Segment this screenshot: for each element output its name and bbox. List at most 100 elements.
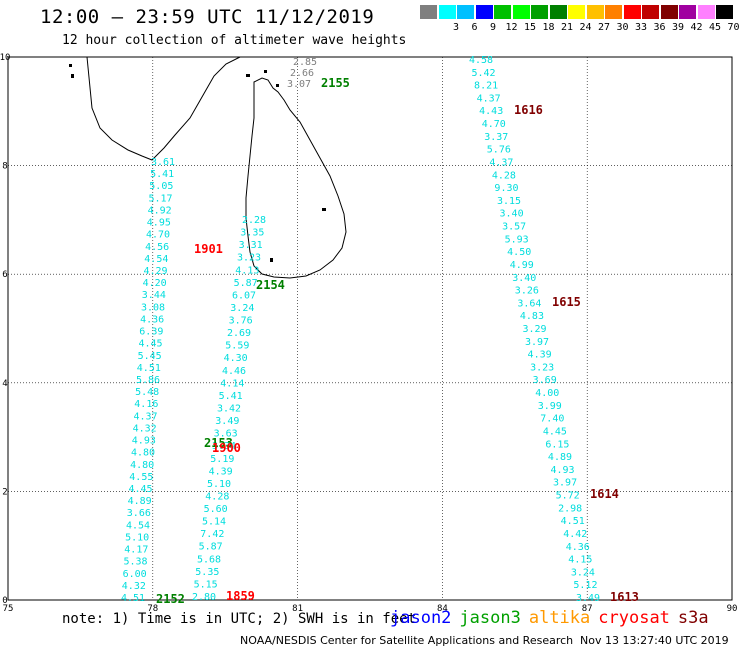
- mid-track-value: 3.35: [240, 228, 264, 239]
- mid-track-value: 4.39: [209, 466, 233, 477]
- west-track-value: 4.51: [121, 593, 145, 604]
- east-track-value: 4.37: [477, 93, 501, 104]
- east-track-value: 5.12: [573, 580, 597, 591]
- mid-track-value: 3.76: [229, 316, 253, 327]
- east-track-value: 4.28: [492, 170, 516, 181]
- y-tick-label: 2: [2, 487, 7, 497]
- east-track-value: 3.29: [522, 324, 546, 335]
- mid-track-value: 3.63: [214, 429, 238, 440]
- east-track-value: 4.89: [548, 452, 572, 463]
- east-track-value: 3.64: [517, 298, 541, 309]
- pass-time-label: 1901: [194, 242, 223, 256]
- mid-track-value: 5.60: [204, 504, 228, 515]
- mid-track-value: 2.28: [242, 215, 266, 226]
- east-track-value: 7.40: [540, 414, 564, 425]
- legend-swatch: [420, 5, 437, 19]
- west-track-value: 4.54: [126, 520, 150, 531]
- mid-track-value: 5.41: [219, 391, 243, 402]
- east-track-value: 3.97: [553, 478, 577, 489]
- west-track-value: 4.32: [122, 581, 146, 592]
- mid-track-value: 5.10: [207, 479, 231, 490]
- west-track-value: 5.05: [149, 181, 173, 192]
- north-track-value: 2.66: [290, 68, 314, 79]
- west-track-value: 4.16: [134, 399, 158, 410]
- west-track-value: 5.48: [135, 387, 159, 398]
- y-tick-label: 4: [2, 379, 7, 389]
- footer-note: note: 1) Time is in UTC; 2) SWH is in fe…: [62, 611, 417, 627]
- pass-time-label: 1859: [226, 589, 255, 603]
- east-track-value: 3.24: [571, 567, 595, 578]
- mid-track-value: 5.87: [234, 278, 258, 289]
- legend-swatch: [494, 5, 511, 19]
- mid-track-value: 4.46: [222, 366, 246, 377]
- mid-track-value: 3.31: [239, 240, 263, 251]
- map-frame: [7, 56, 733, 601]
- east-track-value: 4.36: [566, 542, 590, 553]
- west-track-value: 4.70: [146, 230, 170, 241]
- east-track-value: 5.93: [505, 234, 529, 245]
- x-tick-label: 75: [3, 604, 14, 614]
- east-track-value: 4.70: [482, 119, 506, 130]
- legend-label: 45: [708, 22, 722, 33]
- legend-label: 3: [452, 22, 460, 33]
- footer-credit: NOAA/NESDIS Center for Satellite Applica…: [240, 634, 574, 647]
- legend-label: 12: [505, 22, 518, 33]
- pass-time-label: 1900: [212, 441, 241, 455]
- west-track-value: 4.92: [148, 205, 172, 216]
- satellite-name: cryosat: [598, 608, 670, 628]
- y-tick-label: 8: [2, 162, 7, 172]
- pass-time-label: 2154: [256, 278, 285, 292]
- mid-track-value: 4.13: [235, 265, 259, 276]
- north-track-value: 3.07: [287, 79, 311, 90]
- west-track-value: 4.95: [147, 218, 171, 229]
- mid-track-value: 7.42: [200, 529, 224, 540]
- west-track-value: 4.17: [124, 545, 148, 556]
- legend-label: 33: [634, 22, 648, 33]
- mid-track-value: 5.68: [197, 554, 221, 565]
- west-track-value: 6.00: [123, 569, 147, 580]
- east-track-value: 4.43: [479, 106, 503, 117]
- mid-track-value: 4.14: [220, 378, 244, 389]
- east-track-value: 4.99: [510, 260, 534, 271]
- west-track-value: 4.55: [129, 472, 153, 483]
- x-tick-label: 90: [727, 604, 738, 614]
- west-track-value: 4.32: [133, 423, 157, 434]
- sri-lanka-coastline: [245, 77, 347, 279]
- east-track-value: 3.23: [530, 362, 554, 373]
- east-track-value: 3.15: [497, 196, 521, 207]
- west-track-value: 4.29: [143, 266, 167, 277]
- x-tick-label: 81: [292, 604, 303, 614]
- pass-time-label: 2153: [204, 436, 233, 450]
- east-track-value: 5.72: [556, 491, 580, 502]
- legend-label: 42: [690, 22, 703, 33]
- mid-track-value: 4.30: [224, 353, 248, 364]
- mid-track-value: 5.15: [194, 579, 218, 590]
- east-track-value: 4.42: [563, 529, 587, 540]
- legend-swatch: [679, 5, 696, 19]
- mid-track-value: 3.24: [230, 303, 254, 314]
- mid-track-value: 3.42: [217, 404, 241, 415]
- west-track-value: 3.66: [127, 508, 151, 519]
- legend-label: 21: [560, 22, 574, 33]
- east-track-value: 3.69: [533, 375, 557, 386]
- east-track-value: 4.45: [543, 426, 567, 437]
- legend-label: 39: [671, 22, 685, 33]
- west-track-value: 4.51: [137, 363, 161, 374]
- legend-label: 30: [616, 22, 629, 33]
- east-track-value: 4.00: [535, 388, 559, 399]
- legend-label: 24: [579, 22, 592, 33]
- pass-time-label: 1616: [514, 103, 543, 117]
- west-track-value: 5.38: [123, 557, 147, 568]
- pass-time-label: 2155: [321, 76, 350, 90]
- east-track-value: 3.99: [538, 401, 562, 412]
- east-track-value: 3.57: [502, 222, 526, 233]
- west-track-value: 3.61: [151, 157, 175, 168]
- west-track-value: 6.39: [139, 327, 163, 338]
- mid-track-value: 2.69: [227, 328, 251, 339]
- west-track-value: 4.80: [130, 460, 154, 471]
- chart-subtitle: 12 hour collection of altimeter wave hei…: [62, 33, 407, 48]
- west-track-value: 5.10: [125, 532, 149, 543]
- west-track-value: 4.54: [144, 254, 168, 265]
- west-track-value: 4.80: [131, 448, 155, 459]
